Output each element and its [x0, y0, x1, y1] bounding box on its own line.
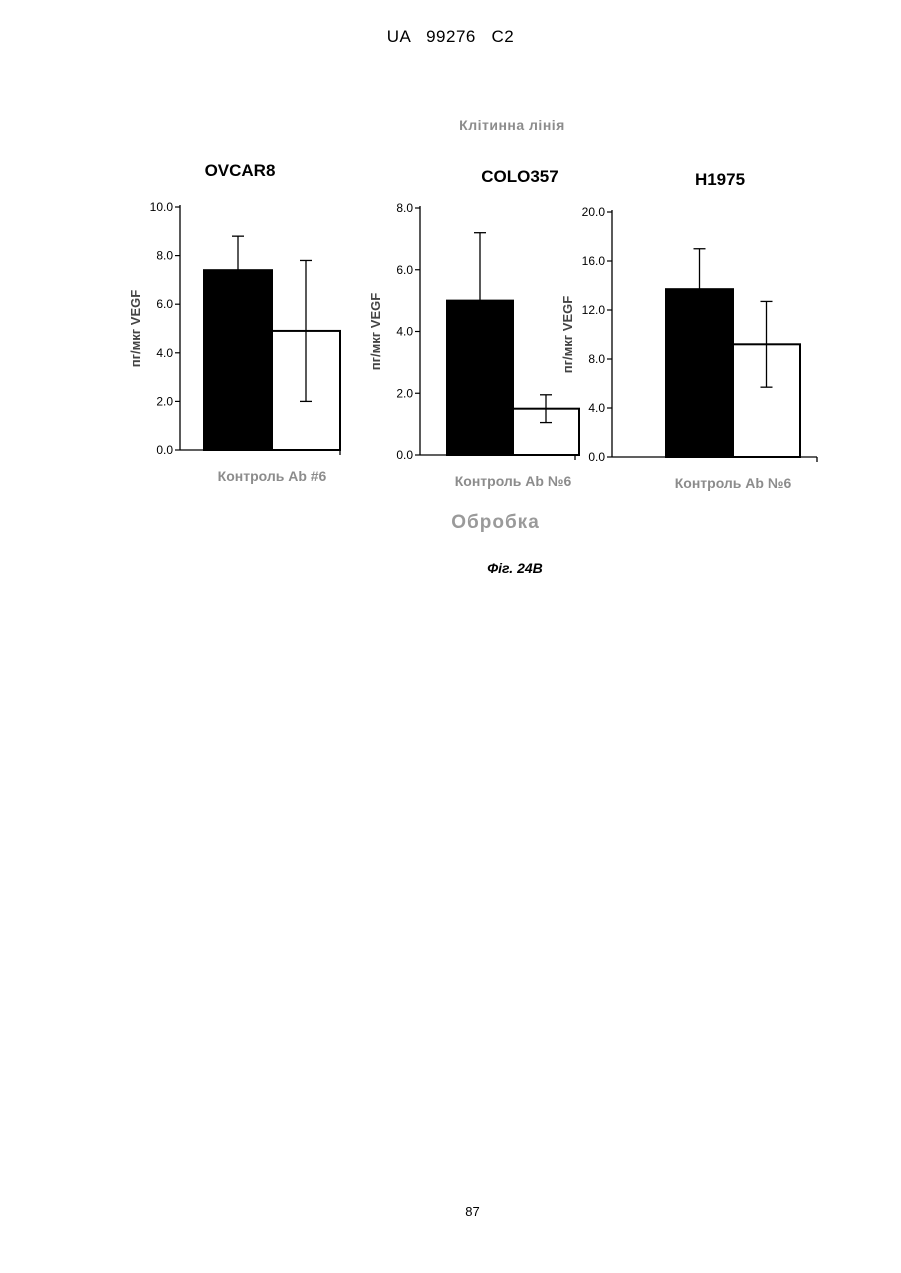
y-tick-label: 8.0	[156, 249, 173, 263]
y-tick-label: 16.0	[582, 254, 606, 268]
y-tick-label: 0.0	[396, 448, 413, 462]
y-tick-label: 8.0	[588, 352, 605, 366]
y-tick-label: 6.0	[156, 297, 173, 311]
y-tick-label: 6.0	[396, 263, 413, 277]
y-axis-label: пг/мкг VEGF	[368, 293, 383, 370]
chart-h1975: H19750.04.08.012.016.020.0пг/мкг VEGFКон…	[572, 160, 822, 510]
patent-header: UA 99276 C2	[0, 27, 901, 47]
y-tick-label: 8.0	[396, 201, 413, 215]
y-tick-label: 0.0	[588, 450, 605, 464]
y-tick-label: 12.0	[582, 303, 606, 317]
y-tick-label: 10.0	[150, 200, 174, 214]
chart-ovcar8: OVCAR8 0.0 2.0 4.0 6.0 8.0 10.0 пг/мкг VEGF Конт…	[120, 150, 360, 500]
y-tick-label: 20.0	[582, 205, 606, 219]
x-group-label: Обробка	[0, 512, 901, 534]
chart-title: H1975	[695, 170, 745, 189]
y-tick-label: 4.0	[588, 401, 605, 415]
y-axis-label: пг/мкг VEGF	[560, 296, 575, 373]
y-axis-label: пг/мкг VEGF	[128, 290, 143, 367]
x-category-label: Контроль Ab №6	[455, 473, 572, 489]
y-tick-label: 2.0	[396, 386, 413, 400]
chart-title: OVCAR8	[205, 161, 276, 180]
chart-title: COLO357	[481, 167, 558, 186]
y-tick-label: 4.0	[396, 325, 413, 339]
y-tick-label: 0.0	[156, 443, 173, 457]
y-tick-label: 2.0	[156, 394, 173, 408]
figure-supertitle: Клітинна лінія	[0, 117, 901, 133]
x-category-label: Контроль Ab #6	[218, 468, 327, 484]
y-tick-label: 4.0	[156, 346, 173, 360]
figure-caption: Фіг. 24B	[0, 560, 901, 576]
x-category-label: Контроль Ab №6	[675, 475, 792, 491]
page-number: 87	[0, 1204, 901, 1219]
